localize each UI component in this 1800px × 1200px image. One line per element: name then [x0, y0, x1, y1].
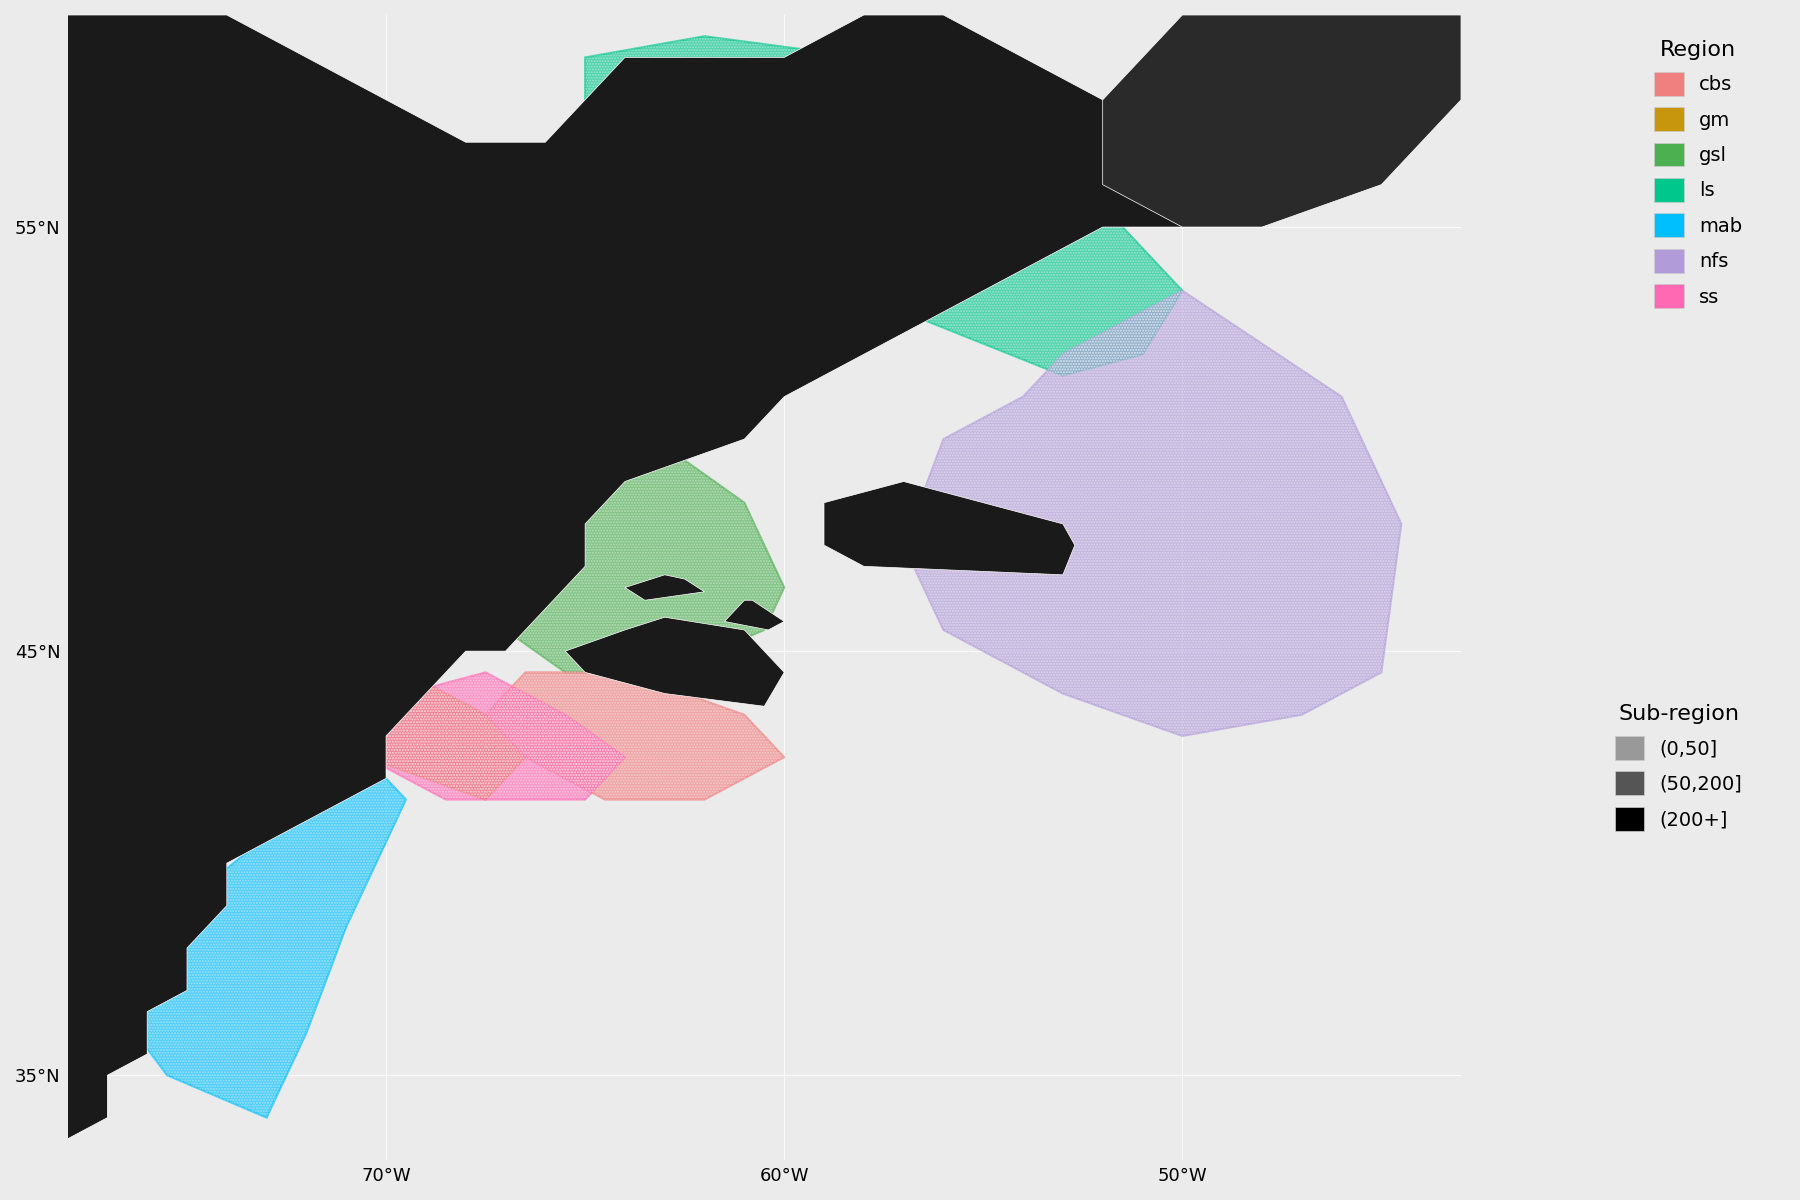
Polygon shape — [904, 290, 1400, 736]
Polygon shape — [486, 672, 785, 799]
Legend: cbs, gm, gsl, ls, mab, nfs, ss: cbs, gm, gsl, ls, mab, nfs, ss — [1638, 25, 1759, 324]
Polygon shape — [565, 617, 785, 707]
Polygon shape — [585, 36, 1183, 376]
Polygon shape — [68, 16, 1222, 1160]
Polygon shape — [1103, 16, 1462, 227]
Polygon shape — [68, 16, 1462, 1160]
Polygon shape — [625, 575, 704, 600]
Polygon shape — [724, 600, 785, 630]
Polygon shape — [88, 757, 407, 1117]
Polygon shape — [824, 481, 1075, 575]
Polygon shape — [365, 376, 785, 672]
Polygon shape — [286, 630, 526, 799]
Polygon shape — [326, 672, 625, 799]
